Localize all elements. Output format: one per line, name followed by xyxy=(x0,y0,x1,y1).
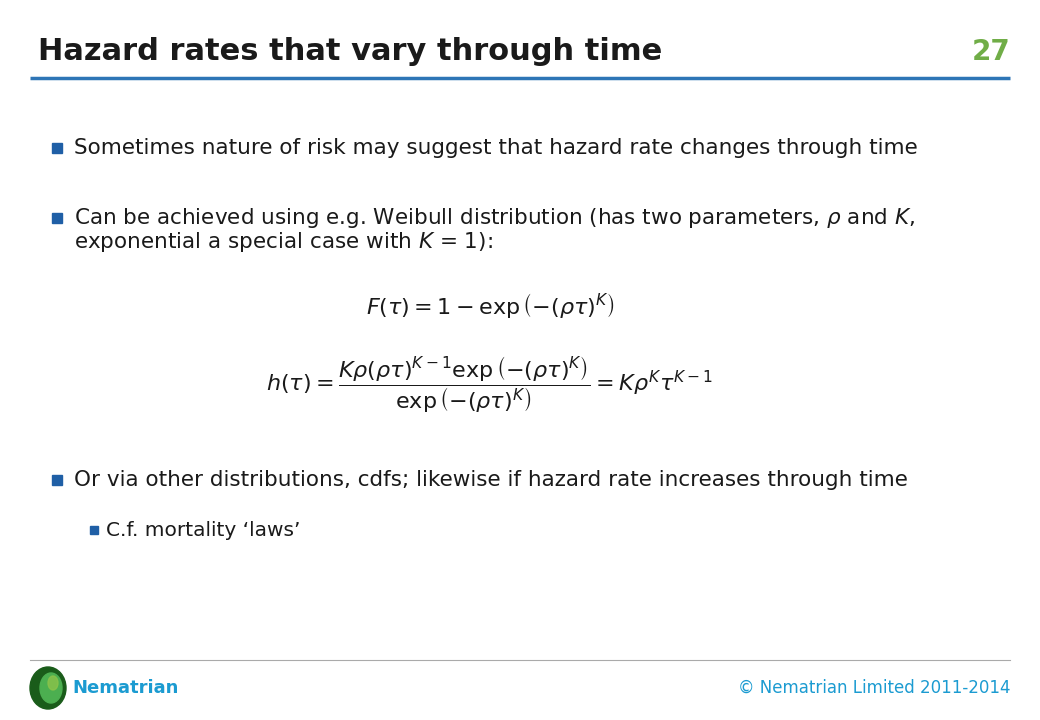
Bar xyxy=(52,213,62,223)
Text: © Nematrian Limited 2011-2014: © Nematrian Limited 2011-2014 xyxy=(737,679,1010,697)
Bar xyxy=(52,475,62,485)
Text: Hazard rates that vary through time: Hazard rates that vary through time xyxy=(38,37,662,66)
Text: Nematrian: Nematrian xyxy=(72,679,179,697)
Text: $F\left(\tau\right)=1-\exp\left(-\left(\rho\tau\right)^{K}\right)$: $F\left(\tau\right)=1-\exp\left(-\left(\… xyxy=(366,290,615,320)
Bar xyxy=(52,143,62,153)
Text: $h\left(\tau\right)=\dfrac{K\rho\left(\rho\tau\right)^{K-1}\exp\left(-\left(\rho: $h\left(\tau\right)=\dfrac{K\rho\left(\r… xyxy=(266,354,713,415)
Text: Sometimes nature of risk may suggest that hazard rate changes through time: Sometimes nature of risk may suggest tha… xyxy=(74,138,917,158)
Ellipse shape xyxy=(30,667,66,709)
Ellipse shape xyxy=(40,673,62,703)
Text: C.f. mortality ‘laws’: C.f. mortality ‘laws’ xyxy=(106,521,301,539)
Text: exponential a special case with $K$ = 1):: exponential a special case with $K$ = 1)… xyxy=(74,230,493,254)
Text: Can be achieved using e.g. Weibull distribution (has two parameters, $\rho$ and : Can be achieved using e.g. Weibull distr… xyxy=(74,206,915,230)
Ellipse shape xyxy=(48,676,58,690)
Bar xyxy=(90,526,98,534)
Text: 27: 27 xyxy=(971,38,1010,66)
Text: Or via other distributions, cdfs; likewise if hazard rate increases through time: Or via other distributions, cdfs; likewi… xyxy=(74,470,908,490)
